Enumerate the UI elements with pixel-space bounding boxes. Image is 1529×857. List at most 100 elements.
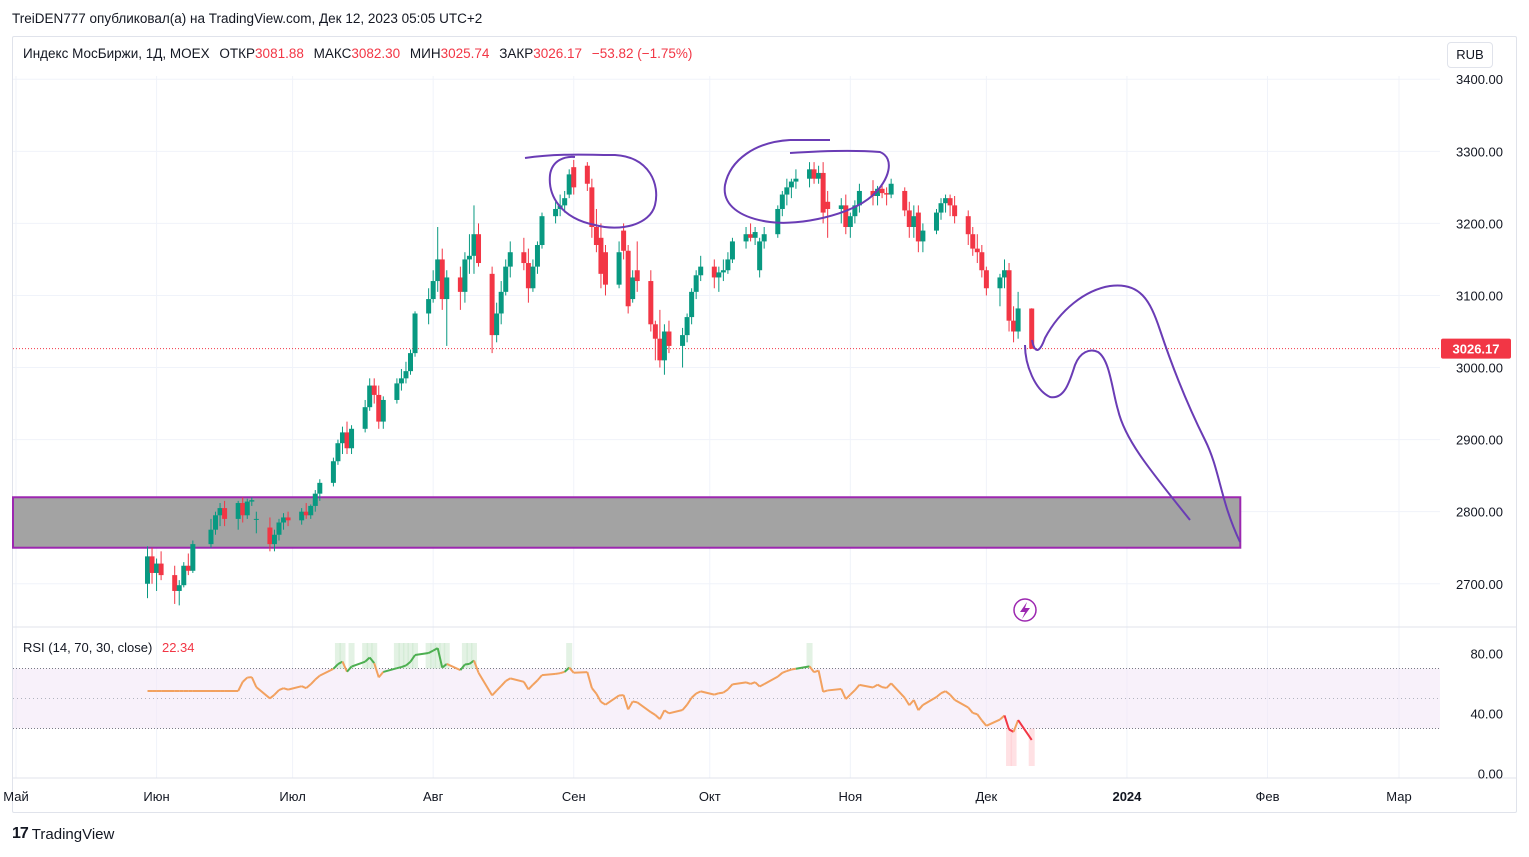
rsi-line-segment [527,684,534,691]
candle-body [489,273,495,336]
drawing-forecast-path-2 [1031,284,1241,543]
rsi-line-segment [935,692,942,698]
candle [1015,291,1021,339]
candle-body [920,230,926,242]
last-price-tag-text: 3026.17 [1453,342,1500,357]
candle [693,270,699,300]
candle-body [752,232,758,238]
rsi-line-segment [1017,719,1033,741]
rsi-line-segment [636,701,652,713]
rsi-line-segment [522,681,530,690]
candle-body [997,277,1003,289]
candle [308,504,314,519]
close-value: 3026.17 [533,46,583,61]
candle-body [943,198,949,204]
candle [625,245,631,314]
candle [952,196,958,224]
rsi-line-segment [586,671,593,689]
candle-body [407,353,413,372]
rsi-line-segment [255,686,271,700]
candle-body [299,511,305,521]
candle-body [176,585,182,591]
candle-body [965,216,971,235]
candle [562,190,568,213]
candle [847,212,853,238]
candle-body [530,266,536,289]
candle-body [349,428,355,449]
trend-drawings[interactable] [524,139,1241,543]
candle [376,385,382,429]
rsi-line-segment [727,683,734,691]
rsi-line-segment [632,700,638,704]
candle-body [494,313,500,336]
candle [666,320,672,354]
low-label: МИН [409,46,441,61]
candle-body [149,556,155,573]
candle-body [308,505,314,516]
candle [997,273,1003,307]
candle [303,503,309,519]
rsi-line-segment [346,665,353,673]
candle [462,252,468,303]
candle-body [539,216,545,246]
rsi-line-segment [695,690,702,695]
candle [530,259,536,292]
candle-body [303,511,309,516]
rsi-line-segment [495,685,502,692]
rsi-overbought-fill [430,643,437,669]
candle [344,421,350,455]
candle [807,162,813,188]
candle [748,223,754,242]
candle [1002,259,1008,289]
rsi-line-segment [822,689,828,693]
rsi-line-segment [808,665,815,673]
candle [933,208,939,235]
rsi-line-segment [341,661,348,673]
rsi-overbought-fill [466,643,473,669]
candle [185,553,191,576]
rsi-line-segment [319,667,334,677]
rsi-line-segment [949,694,956,701]
time-tick-label: Июл [279,789,305,804]
candle [362,399,368,433]
symbol-legend: Индекс МосБиржи, 1Д, MOEX ОТКР3081.88 МА… [23,46,692,61]
chart-frame [12,36,1517,813]
candle [661,324,667,375]
candle [775,205,781,238]
close-label: ЗАКР [499,46,534,61]
candle [471,205,477,274]
rsi-line-segment [305,683,312,689]
rsi-overbought-fill [393,643,400,669]
rsi-line-segment [332,663,339,670]
candle [271,529,277,552]
last-price-tag-bg [1441,338,1511,359]
candle [240,497,246,523]
drawing-circle-left [524,153,658,229]
currency-button[interactable]: RUB [1447,42,1493,68]
candle-body [430,281,436,300]
candle [906,201,912,238]
candle-body [335,443,341,462]
candle [407,349,413,375]
rsi-line-segment [872,683,879,689]
candle [412,311,418,357]
candle [276,518,282,541]
rsi-line-segment [377,671,385,679]
candle [589,178,595,238]
candle-body [680,335,686,346]
candle-body [398,378,404,384]
candle [244,498,250,519]
candle-body [534,245,540,267]
price-tick-label: 3100.00 [1456,288,1503,303]
rsi-line-segment [985,718,1001,727]
candle-body [757,241,763,271]
rsi-line-segment [750,681,756,685]
rsi-line-segment [700,690,715,696]
candle-body [344,432,350,449]
footer-brand[interactable]: 17 TradingView [12,825,114,843]
rsi-line-segment [714,692,720,696]
candle [217,503,223,527]
candle-body [276,522,282,535]
candle [553,201,559,224]
